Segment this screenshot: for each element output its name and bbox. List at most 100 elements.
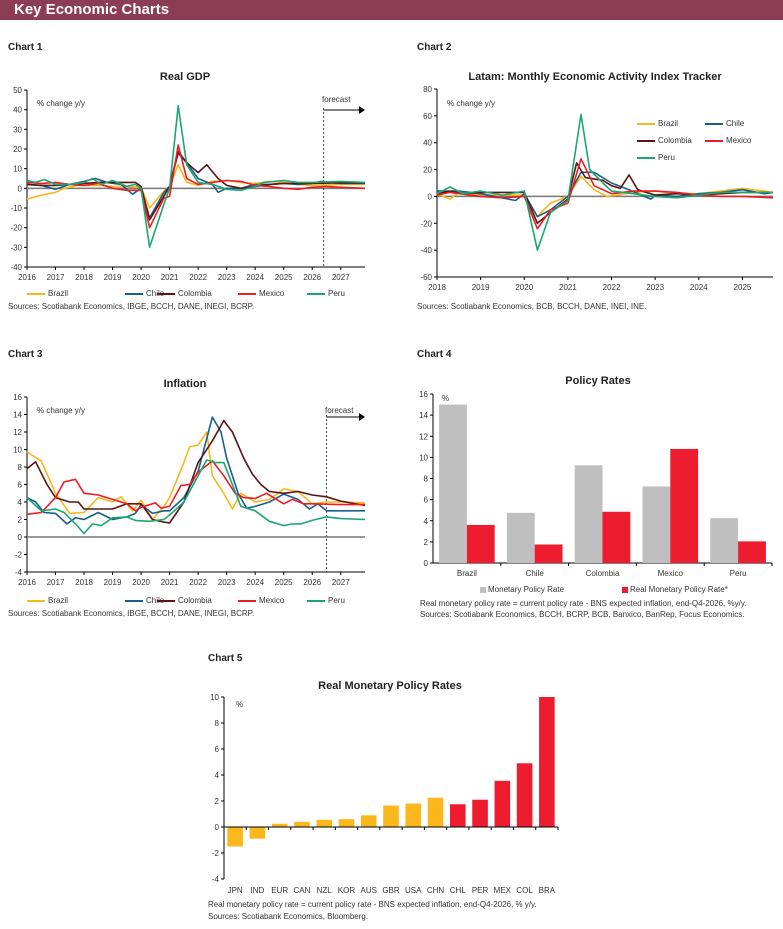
legend-item-peru: Peru	[637, 153, 675, 162]
series-line-mexico	[26, 460, 365, 516]
x-tick-label: MEX	[494, 886, 512, 895]
legend-line	[238, 292, 256, 295]
legend-line	[637, 139, 655, 142]
x-tick-label: 2017	[47, 273, 65, 282]
legend-label: Peru	[328, 289, 345, 298]
y-tick-label: 16	[419, 390, 428, 399]
x-tick-label: 2025	[734, 283, 752, 292]
legend-line	[238, 599, 256, 602]
series-line-peru	[26, 459, 366, 535]
legend-swatch	[622, 586, 628, 593]
x-tick-label: Peru	[730, 569, 747, 578]
legend-item-chile: Chile	[125, 289, 164, 298]
y-tick-label: -2	[15, 551, 23, 560]
legend-item-chile: Chile	[705, 119, 744, 128]
x-tick-label: 2026	[303, 273, 321, 282]
legend-line	[157, 292, 175, 295]
series-line-colombia	[26, 152, 365, 221]
x-tick-label: BRA	[539, 886, 556, 895]
x-tick-label: 2024	[246, 273, 264, 282]
y-tick-label: -10	[10, 204, 22, 213]
chart-4-legend-real-rate: Real Monetary Policy Rate*	[622, 585, 728, 594]
legend-line	[307, 292, 325, 295]
bar-chn	[427, 797, 444, 827]
y-tick-label: 2	[424, 538, 429, 547]
bar-usa	[405, 803, 422, 827]
legend-label: Chile	[726, 119, 745, 128]
chart-2-unit: % change y/y	[447, 99, 496, 108]
bar-can	[294, 821, 310, 827]
y-tick-label: -20	[10, 224, 22, 233]
legend-line	[637, 122, 655, 125]
x-tick-label: 2025	[275, 578, 293, 587]
legend-label: Brazil	[48, 596, 69, 605]
legend-label: Brazil	[48, 289, 69, 298]
x-tick-label: 2020	[132, 273, 150, 282]
x-tick-label: EUR	[271, 886, 288, 895]
y-tick-label: 14	[419, 411, 428, 420]
legend-item-mexico: Mexico	[705, 136, 751, 145]
legend-line	[125, 599, 143, 602]
chart-4-title: Policy Rates	[565, 375, 631, 387]
chart-2-label: Chart 2	[417, 42, 452, 53]
y-tick-label: 6	[424, 496, 429, 505]
bar-gbr	[383, 805, 399, 827]
legend-line	[705, 139, 723, 142]
chart-1-title: Real GDP	[159, 71, 211, 83]
x-tick-label: Brazil	[457, 569, 477, 578]
y-tick-label: 0	[428, 192, 433, 201]
x-tick-label: 2024	[246, 578, 264, 587]
bar-brazil-policy-rate	[439, 404, 467, 563]
y-tick-label: 0	[215, 823, 220, 832]
chart-1-unit: % change y/y	[37, 99, 86, 108]
bar-mex	[494, 780, 511, 827]
legend-label: Colombia	[178, 596, 212, 605]
x-tick-label: 2022	[189, 578, 207, 587]
legend-item-peru: Peru	[307, 289, 345, 298]
legend-item-brazil: Brazil	[637, 119, 678, 128]
x-tick-label: 2021	[161, 273, 179, 282]
chart-4-unit: %	[442, 394, 450, 403]
x-tick-label: 2019	[104, 273, 122, 282]
chart-1-source: Sources: Scotiabank Economics, IBGE, BCC…	[8, 302, 255, 311]
x-tick-label: 2025	[275, 273, 293, 282]
series-line-colombia	[26, 419, 366, 524]
y-tick-label: 10	[210, 693, 219, 702]
chart-4-legend-policy-rate: Monetary Policy Rate	[480, 585, 564, 594]
legend-label: Mexico	[259, 289, 285, 298]
x-tick-label: COL	[516, 886, 533, 895]
y-tick-label: 16	[13, 393, 22, 402]
chart-3-source: Sources: Scotiabank Economics, IBGE, BCC…	[8, 609, 255, 618]
x-tick-label: 2024	[690, 283, 708, 292]
x-tick-label: KOR	[338, 886, 356, 895]
legend-item-peru: Peru	[307, 596, 345, 605]
bar-chl	[450, 804, 466, 827]
bar-brazil-real-rate	[466, 524, 495, 563]
x-tick-label: 2017	[47, 578, 65, 587]
x-tick-label: 2016	[18, 578, 36, 587]
y-tick-label: -2	[212, 849, 220, 858]
bar-aus	[360, 815, 377, 827]
y-tick-label: 4	[215, 771, 220, 780]
bar-colombia-real-rate	[602, 511, 631, 563]
bar-jpn	[227, 827, 243, 847]
chart-3-unit: % change y/y	[37, 406, 86, 415]
legend-label: Peru	[328, 596, 345, 605]
chart-4-label: Chart 4	[417, 349, 452, 360]
y-tick-label: 10	[13, 165, 22, 174]
y-tick-label: 2	[18, 516, 23, 525]
legend-label: Mexico	[726, 136, 752, 145]
y-tick-label: -60	[420, 273, 432, 282]
section-title: Key Economic Charts	[14, 1, 170, 18]
y-tick-label: 0	[18, 184, 23, 193]
legend-item-colombia: Colombia	[157, 596, 212, 605]
bar-colombia-policy-rate	[574, 465, 603, 563]
y-tick-label: -4	[212, 875, 220, 884]
bar-eur	[271, 823, 288, 827]
chart-3-title: Inflation	[163, 378, 207, 390]
forecast-arrow-head-icon	[359, 413, 365, 421]
bar-mexico-real-rate	[670, 448, 699, 563]
x-tick-label: 2021	[161, 578, 179, 587]
x-tick-label: 2026	[303, 578, 321, 587]
